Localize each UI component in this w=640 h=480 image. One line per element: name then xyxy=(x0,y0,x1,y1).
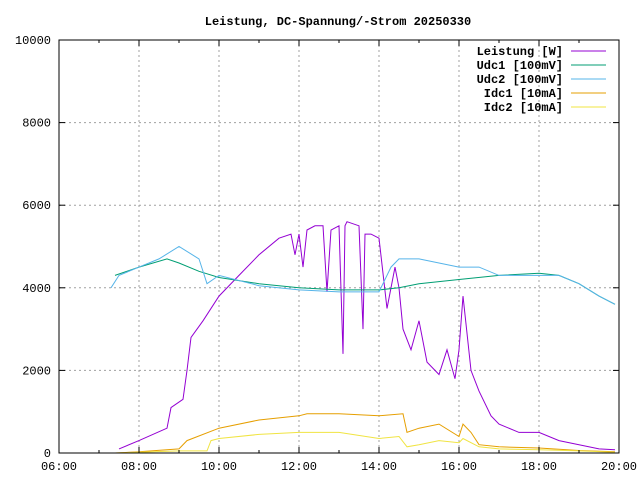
y-tick-label: 2000 xyxy=(22,364,51,378)
legend-label: Leistung [W] xyxy=(477,45,563,59)
x-tick-label: 18:00 xyxy=(521,460,557,474)
x-tick-label: 06:00 xyxy=(41,460,77,474)
x-tick-label: 14:00 xyxy=(361,460,397,474)
series-line-udc2 xyxy=(110,245,616,305)
y-tick-label: 6000 xyxy=(22,199,51,213)
series-line-leistung xyxy=(118,221,616,451)
x-tick-label: 16:00 xyxy=(441,460,477,474)
legend-label: Udc2 [100mV] xyxy=(477,73,563,87)
x-tick-label: 12:00 xyxy=(281,460,317,474)
series-line-udc1 xyxy=(114,258,616,305)
x-tick-label: 10:00 xyxy=(201,460,237,474)
y-tick-label: 4000 xyxy=(22,282,51,296)
x-axis: 06:00 08:00 10:00 12:00 14:00 16:00 18:00 20:00 xyxy=(41,40,637,474)
x-tick-label: 20:00 xyxy=(601,460,637,474)
y-tick-label: 10000 xyxy=(15,34,51,48)
legend-label: Idc1 [10mA] xyxy=(484,87,563,101)
x-tick-label: 08:00 xyxy=(121,460,157,474)
chart-title: Leistung, DC-Spannung/-Strom 20250330 xyxy=(205,15,471,29)
y-axis: 0 2000 4000 6000 8000 10000 xyxy=(15,34,619,461)
legend-label: Udc1 [100mV] xyxy=(477,59,563,73)
legend: Leistung [W]Udc1 [100mV]Udc2 [100mV]Idc1… xyxy=(477,45,606,115)
series-group xyxy=(110,221,616,454)
y-tick-label: 8000 xyxy=(22,117,51,131)
legend-label: Idc2 [10mA] xyxy=(484,101,563,115)
series-line-idc1 xyxy=(114,413,616,454)
grid xyxy=(59,40,619,453)
series-line-idc2 xyxy=(114,431,616,454)
y-tick-label: 0 xyxy=(44,447,51,461)
